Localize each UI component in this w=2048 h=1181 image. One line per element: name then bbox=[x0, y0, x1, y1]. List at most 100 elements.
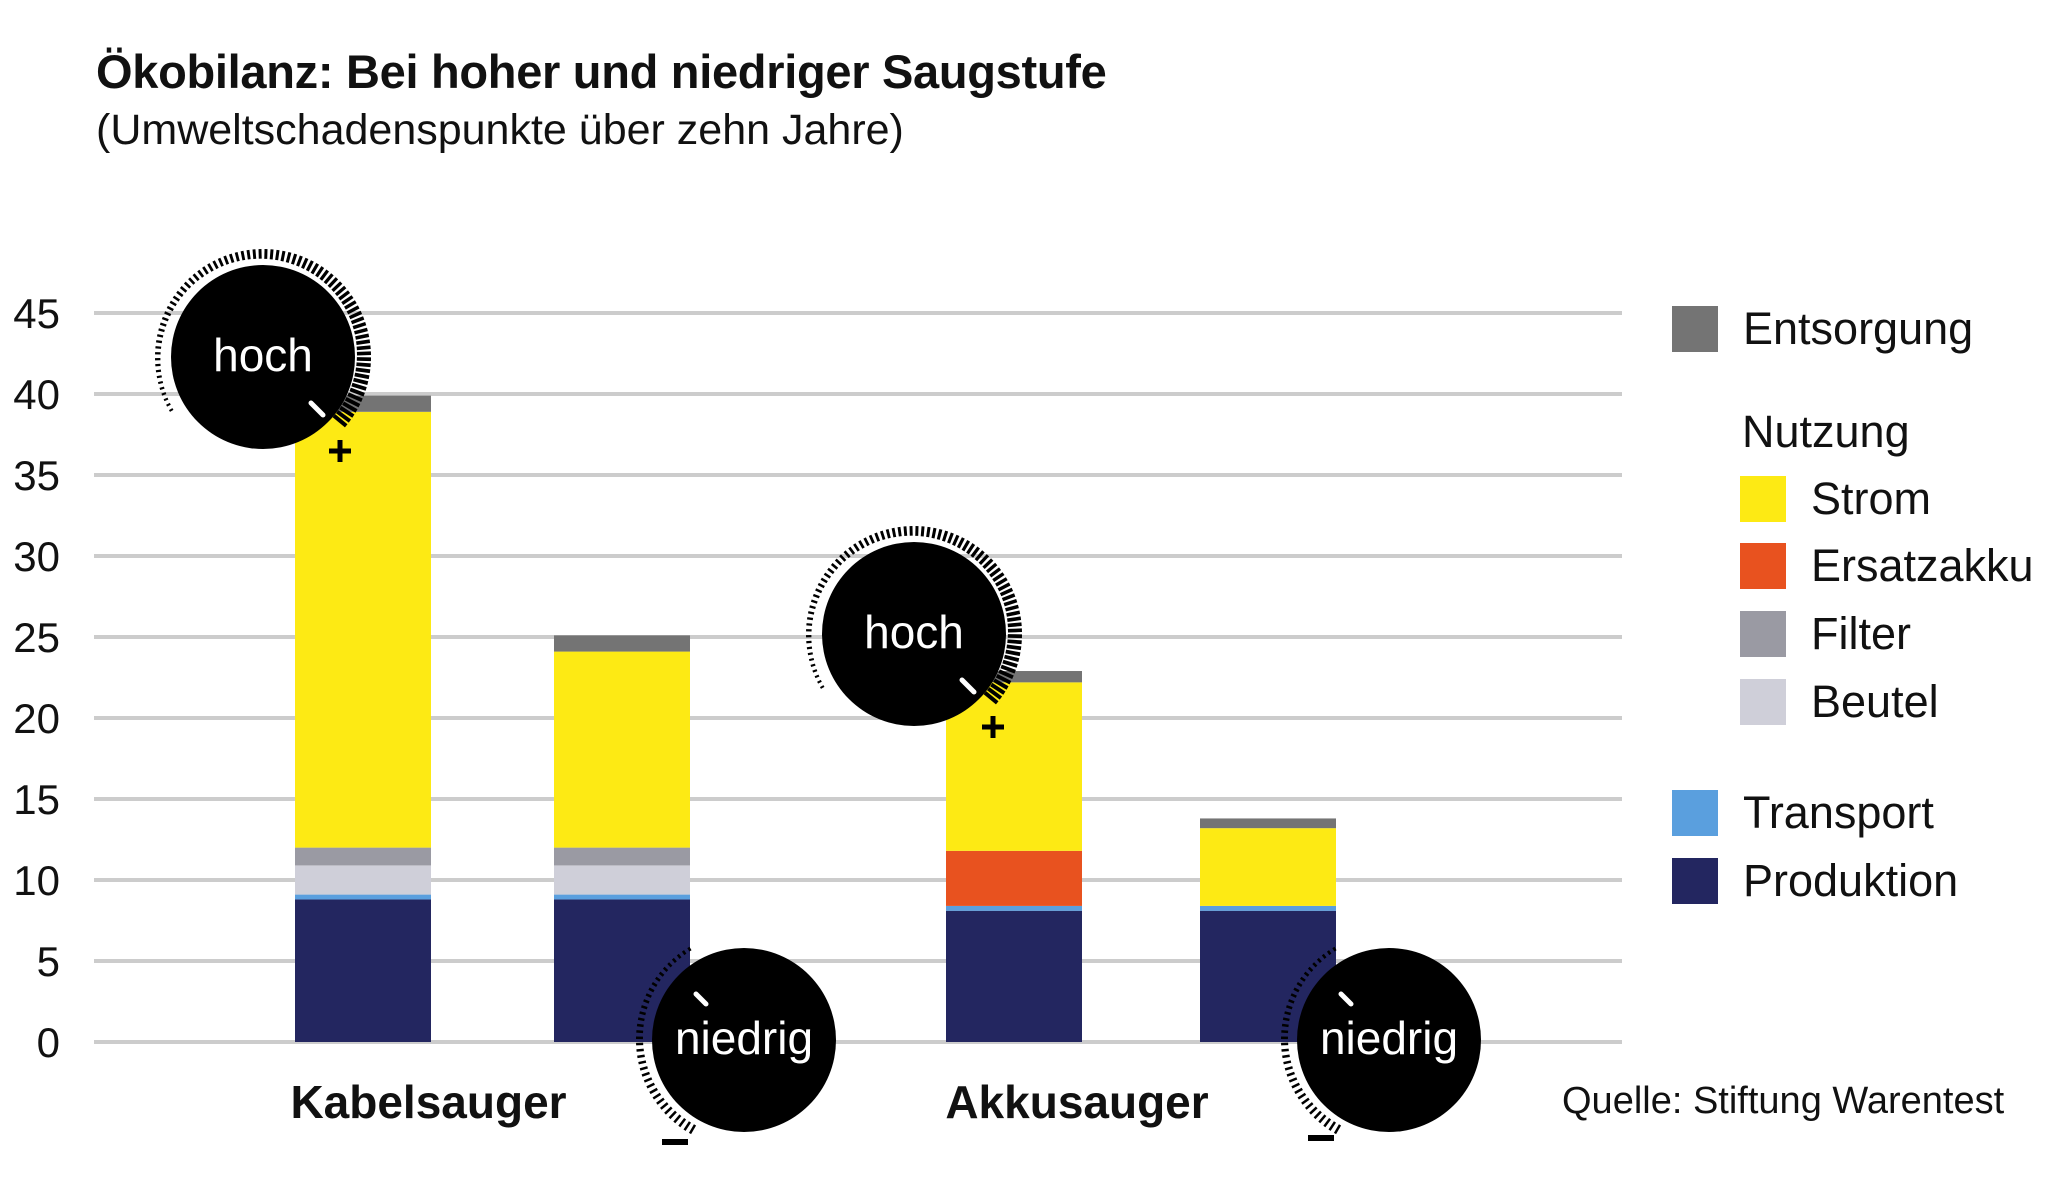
legend-swatch-ersatzakku bbox=[1740, 543, 1786, 589]
bar-segment-entsorgung-1 bbox=[554, 635, 690, 652]
dial-tick bbox=[974, 550, 985, 562]
dial-tick bbox=[351, 382, 367, 391]
dial-tick bbox=[229, 253, 235, 263]
dial-tick bbox=[999, 587, 1014, 597]
dial-tick bbox=[356, 339, 371, 346]
dial-tick bbox=[315, 266, 325, 278]
dial-tick bbox=[352, 321, 367, 330]
dial-tick bbox=[1323, 1117, 1332, 1128]
dial-tick bbox=[812, 669, 818, 673]
dial-tick bbox=[1313, 1110, 1322, 1120]
legend-swatch-produktion bbox=[1672, 858, 1718, 904]
bar-segment-beutel-0 bbox=[295, 865, 431, 895]
dial-tick bbox=[305, 260, 314, 272]
legend-swatch-entsorgung bbox=[1672, 306, 1718, 352]
dial-tick bbox=[319, 269, 329, 281]
dial-tick bbox=[192, 273, 200, 282]
dial-tick bbox=[858, 540, 865, 549]
dial-tick bbox=[1297, 1092, 1307, 1100]
dial-tick bbox=[280, 250, 286, 262]
dial-tick bbox=[1004, 654, 1020, 662]
dial-tick bbox=[197, 269, 205, 278]
dial-label-hoch: hoch bbox=[864, 606, 964, 658]
dial-tick bbox=[645, 993, 652, 998]
dial-tick bbox=[1290, 993, 1297, 998]
dial-tick bbox=[641, 1071, 650, 1077]
dial-tick bbox=[643, 999, 650, 1004]
legend-label-ersatzakku: Ersatzakku bbox=[1811, 540, 2034, 591]
bar-segment-entsorgung-2 bbox=[946, 671, 1082, 683]
dial-tick bbox=[212, 260, 219, 270]
dial-tick bbox=[809, 605, 816, 610]
dial-tick bbox=[176, 290, 184, 298]
dial-tick bbox=[156, 375, 162, 379]
dial-notch bbox=[693, 991, 709, 1007]
dial-tick bbox=[1005, 604, 1019, 612]
dial-tick bbox=[947, 532, 954, 544]
dial-tick bbox=[202, 266, 209, 275]
dial-tick bbox=[1003, 598, 1018, 607]
dial-tick bbox=[1294, 1087, 1303, 1095]
dial-tick bbox=[995, 577, 1008, 587]
bar-segment-strom-1 bbox=[554, 651, 690, 848]
legend-swatch-beutel bbox=[1740, 679, 1786, 725]
dial-tick bbox=[355, 333, 370, 340]
dial-tick bbox=[327, 277, 339, 289]
dial-tick bbox=[810, 599, 818, 604]
dial-tick bbox=[806, 617, 814, 621]
dial-tick bbox=[1312, 962, 1318, 968]
dial-tick bbox=[1002, 659, 1018, 668]
dial-tick bbox=[1288, 999, 1295, 1004]
dial-tick bbox=[1007, 622, 1022, 628]
dial-tick bbox=[1293, 987, 1300, 993]
dial-tick bbox=[1281, 1048, 1289, 1052]
dial-tick bbox=[1333, 1124, 1342, 1135]
dial-tick bbox=[820, 577, 828, 584]
dial-tick bbox=[664, 1106, 673, 1115]
bar-segment-transport-1 bbox=[554, 894, 690, 900]
dial-tick bbox=[655, 976, 661, 982]
dial-tick bbox=[651, 982, 658, 988]
dial-tick bbox=[341, 295, 354, 305]
dial-tick bbox=[662, 966, 669, 972]
dial-tick bbox=[161, 316, 169, 322]
dial-tick bbox=[290, 253, 298, 265]
group-label-akkusauger: Akkusauger bbox=[945, 1076, 1208, 1128]
dial-tick bbox=[997, 582, 1011, 592]
dial-tick bbox=[956, 537, 965, 549]
dial-tick bbox=[641, 1005, 648, 1010]
dial-tick bbox=[667, 962, 673, 968]
dial-tick bbox=[652, 1092, 662, 1100]
dial-tick bbox=[814, 674, 820, 679]
dial-tick bbox=[983, 691, 999, 705]
dial-tick bbox=[269, 249, 274, 260]
dial-tick bbox=[348, 310, 363, 320]
dial-tick bbox=[285, 252, 292, 263]
dial-tick bbox=[1328, 1121, 1337, 1131]
dial-tick bbox=[342, 401, 358, 413]
y-tick-label-30: 30 bbox=[13, 533, 60, 580]
dial-tick bbox=[310, 263, 320, 275]
dial-tick bbox=[252, 249, 257, 259]
dial-tick bbox=[848, 546, 856, 555]
dial-tick bbox=[1281, 1030, 1289, 1034]
dial-tick bbox=[688, 1124, 697, 1135]
dial-tick bbox=[353, 377, 369, 385]
dial-niedrig-kabelsauger: niedrig bbox=[635, 946, 836, 1135]
legend-item-ersatzakku: Ersatzakku bbox=[1740, 540, 2034, 591]
legend-group-nutzung: Nutzung bbox=[1742, 406, 1910, 457]
dial-tick bbox=[830, 563, 839, 570]
dial-tick bbox=[207, 263, 214, 272]
group-label-kabelsauger: Kabelsauger bbox=[290, 1076, 566, 1128]
legend-label-produktion: Produktion bbox=[1743, 855, 1959, 906]
y-tick-label-15: 15 bbox=[13, 776, 60, 823]
dial-tick bbox=[163, 397, 169, 402]
dial-tick bbox=[1326, 950, 1332, 956]
dial-tick bbox=[159, 322, 167, 327]
dial-tick bbox=[246, 249, 251, 260]
chart-title: Ökobilanz: Bei hoher und niedriger Saugs… bbox=[96, 45, 1107, 98]
dial-tick bbox=[637, 1017, 645, 1022]
dial-tick bbox=[636, 1030, 644, 1034]
dial-tick bbox=[1332, 946, 1337, 952]
